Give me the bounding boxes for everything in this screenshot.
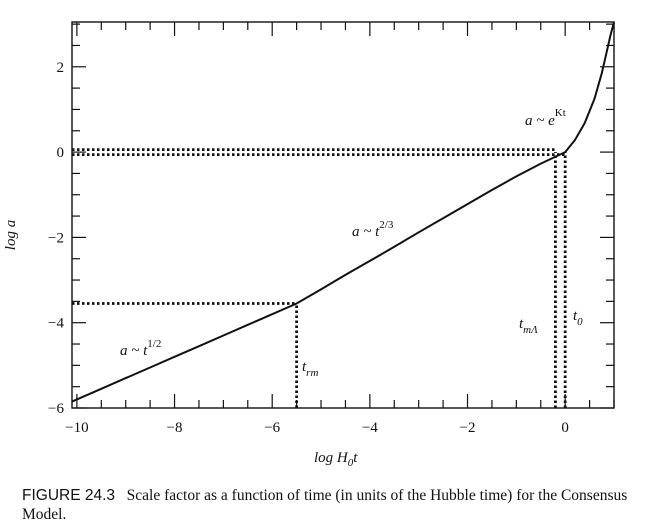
annotation-matter: a ~ t2/3: [352, 219, 394, 240]
x-tick-label: −8: [167, 420, 183, 436]
scale-factor-curve: [71, 21, 615, 403]
x-tick-label: 0: [561, 420, 569, 436]
label-t-rm: trm: [302, 359, 318, 379]
x-axis-label: log H0t: [314, 450, 358, 469]
y-tick-label: −6: [48, 401, 64, 417]
annotation-radiation: a ~ t1/2: [120, 338, 161, 359]
x-tick-labels: −10 −8 −6 −4 −2 0: [65, 420, 569, 436]
axis-ticks: [72, 22, 615, 409]
y-tick-label: 2: [57, 60, 65, 76]
y-tick-label: 0: [57, 145, 65, 161]
x-tick-label: −6: [264, 420, 280, 436]
chart: −10 −8 −6 −4 −2 0 −6 −4 −2 0 2 log H0t log a a ~ …: [3, 21, 615, 469]
label-t-0: t0: [573, 308, 583, 328]
figure-caption: FIGURE 24.3 Scale factor as a function o…: [22, 486, 632, 524]
label-t-m-lambda: tmΛ: [519, 316, 538, 336]
y-tick-label: −2: [48, 230, 64, 246]
figure-caption-text: Scale factor as a function of time (in u…: [22, 487, 628, 523]
x-tick-label: −4: [362, 420, 378, 436]
y-axis-label: log a: [3, 220, 19, 250]
reference-lines: [72, 148, 567, 408]
plot-frame: [71, 21, 615, 409]
x-tick-label: −10: [65, 420, 88, 436]
x-tick-label: −2: [460, 420, 476, 436]
figure-label: FIGURE 24.3: [22, 487, 116, 504]
annotation-lambda: a ~ eKt: [525, 107, 566, 129]
y-tick-labels: −6 −4 −2 0 2: [48, 60, 64, 417]
y-tick-label: −4: [48, 316, 64, 332]
